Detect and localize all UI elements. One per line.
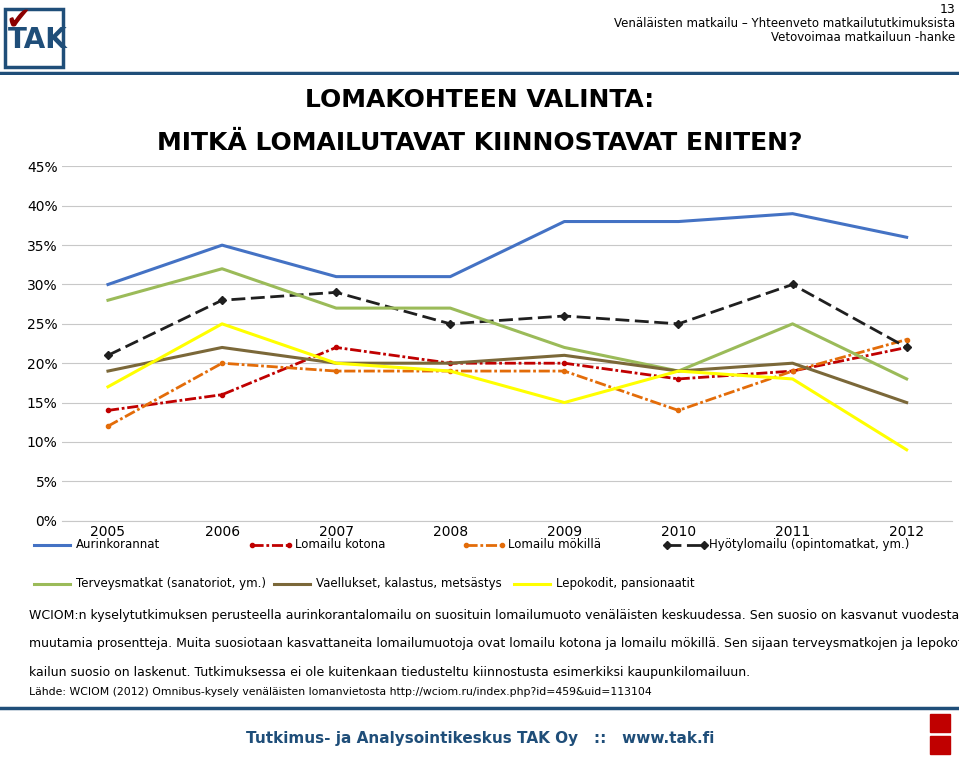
Text: Tutkimus- ja Analysointikeskus TAK Oy   ::   www.tak.fi: Tutkimus- ja Analysointikeskus TAK Oy ::…	[246, 730, 714, 746]
Text: muutamia prosentteja. Muita suosiotaan kasvattaneita lomailumuotoja ovat lomailu: muutamia prosentteja. Muita suosiotaan k…	[29, 638, 959, 651]
Text: Lähde: WCIOM (2012) Omnibus-kysely venäläisten lomanvietosta http://wciom.ru/ind: Lähde: WCIOM (2012) Omnibus-kysely venäl…	[29, 687, 651, 697]
Text: LOMAKOHTEEN VALINTA:: LOMAKOHTEEN VALINTA:	[305, 87, 654, 112]
Text: Vetovoimaa matkailuun -hanke: Vetovoimaa matkailuun -hanke	[771, 31, 955, 44]
Text: Lomailu mökillä: Lomailu mökillä	[508, 538, 600, 551]
Text: Hyötylomailu (opintomatkat, ym.): Hyötylomailu (opintomatkat, ym.)	[710, 538, 910, 551]
Bar	[930, 714, 950, 732]
Text: WCIOM:n kyselytutkimuksen perusteella aurinkorantalomailu on suosituin lomailumu: WCIOM:n kyselytutkimuksen perusteella au…	[29, 609, 959, 622]
Text: MITKÄ LOMAILUTAVAT KIINNOSTAVAT ENITEN?: MITKÄ LOMAILUTAVAT KIINNOSTAVAT ENITEN?	[156, 131, 803, 155]
Text: kailun suosio on laskenut. Tutkimuksessa ei ole kuitenkaan tiedusteltu kiinnostu: kailun suosio on laskenut. Tutkimuksessa…	[29, 666, 750, 679]
Text: Terveysmatkat (sanatoriot, ym.): Terveysmatkat (sanatoriot, ym.)	[76, 577, 266, 590]
Text: 13: 13	[939, 3, 955, 16]
Bar	[930, 736, 950, 754]
Text: Aurinkorannat: Aurinkorannat	[76, 538, 160, 551]
Text: TAK: TAK	[8, 26, 68, 54]
Text: Lomailu kotona: Lomailu kotona	[294, 538, 386, 551]
Text: Vaellukset, kalastus, metsästys: Vaellukset, kalastus, metsästys	[316, 577, 502, 590]
Text: ✔: ✔	[5, 5, 31, 34]
Text: Venäläisten matkailu – Yhteenveto matkailututkimuksista: Venäläisten matkailu – Yhteenveto matkai…	[614, 17, 955, 30]
FancyBboxPatch shape	[5, 9, 63, 67]
Text: Lepokodit, pansionaatit: Lepokodit, pansionaatit	[556, 577, 694, 590]
